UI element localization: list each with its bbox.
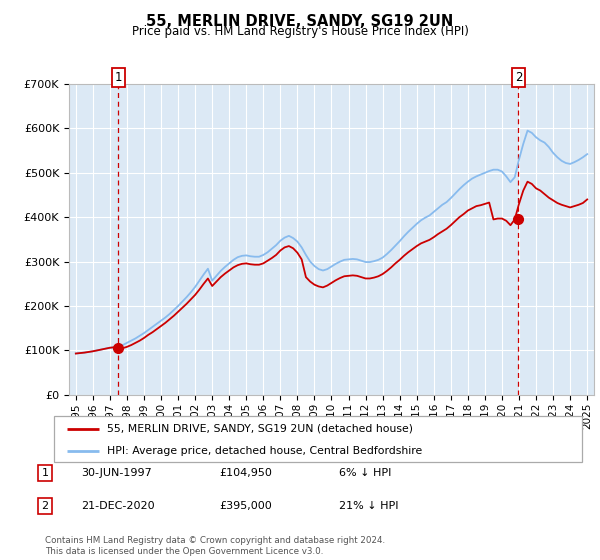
Text: 6% ↓ HPI: 6% ↓ HPI <box>339 468 391 478</box>
Text: 1: 1 <box>115 71 122 84</box>
Text: 30-JUN-1997: 30-JUN-1997 <box>81 468 152 478</box>
Text: £104,950: £104,950 <box>219 468 272 478</box>
Text: 21% ↓ HPI: 21% ↓ HPI <box>339 501 398 511</box>
Text: £395,000: £395,000 <box>219 501 272 511</box>
Text: Price paid vs. HM Land Registry's House Price Index (HPI): Price paid vs. HM Land Registry's House … <box>131 25 469 38</box>
Text: 55, MERLIN DRIVE, SANDY, SG19 2UN: 55, MERLIN DRIVE, SANDY, SG19 2UN <box>146 14 454 29</box>
Text: Contains HM Land Registry data © Crown copyright and database right 2024.
This d: Contains HM Land Registry data © Crown c… <box>45 536 385 556</box>
Text: 2: 2 <box>515 71 522 84</box>
Text: 55, MERLIN DRIVE, SANDY, SG19 2UN (detached house): 55, MERLIN DRIVE, SANDY, SG19 2UN (detac… <box>107 424 413 434</box>
Text: 21-DEC-2020: 21-DEC-2020 <box>81 501 155 511</box>
Text: 2: 2 <box>41 501 49 511</box>
Text: HPI: Average price, detached house, Central Bedfordshire: HPI: Average price, detached house, Cent… <box>107 446 422 455</box>
Text: 1: 1 <box>41 468 49 478</box>
